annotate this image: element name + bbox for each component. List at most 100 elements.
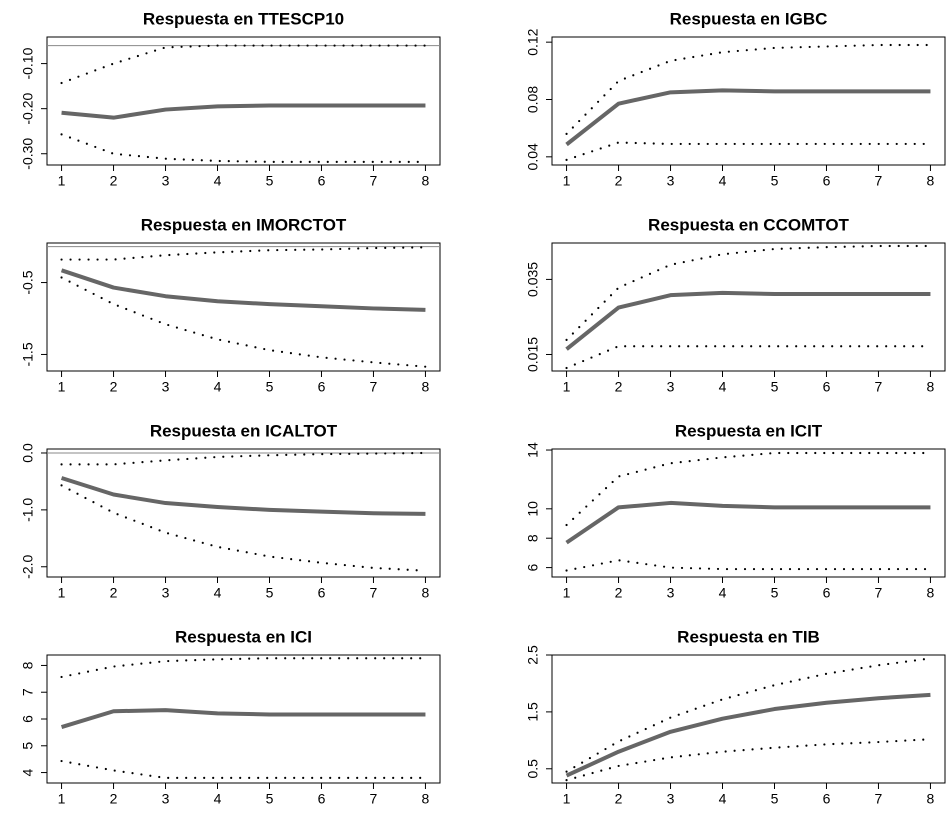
- x-tick-label: 8: [927, 585, 935, 601]
- y-tick-label: 5: [20, 742, 36, 750]
- response-line: [565, 290, 931, 351]
- plot-box: [46, 448, 441, 578]
- x-tick-label: 4: [719, 379, 727, 395]
- y-tick-label: 8: [525, 534, 541, 542]
- x-tick-label: 6: [318, 585, 326, 601]
- x-tick-label: 4: [214, 791, 222, 807]
- x-tick-label: 1: [58, 791, 66, 807]
- y-tick-label: 14: [525, 442, 541, 458]
- x-tick-label: 7: [875, 585, 883, 601]
- panel-title: Respuesta en ICALTOT: [150, 421, 338, 440]
- x-tick-label: 6: [318, 379, 326, 395]
- x-tick-label: 5: [771, 173, 779, 189]
- y-tick-label: 4: [20, 768, 36, 776]
- y-tick-label: 0.04: [525, 143, 541, 170]
- band-line: [565, 657, 932, 773]
- band-line: [565, 141, 932, 161]
- y-tick-label: 1.5: [525, 702, 541, 722]
- x-tick-label: 2: [615, 379, 623, 395]
- band-line: [60, 657, 427, 679]
- y-tick-label: 0.5: [525, 759, 541, 779]
- x-tick-label: 3: [162, 791, 170, 807]
- band-line: [565, 451, 932, 527]
- x-tick-label: 2: [110, 791, 118, 807]
- response-line: [60, 476, 426, 516]
- x-tick-label: 3: [667, 791, 675, 807]
- y-tick-label: 8: [20, 661, 36, 669]
- x-tick-label: 1: [58, 173, 66, 189]
- y-tick-label: -0.20: [20, 92, 36, 124]
- response-line: [565, 692, 931, 778]
- panel-title: Respuesta en TIB: [677, 627, 820, 646]
- x-tick-label: 7: [875, 173, 883, 189]
- x-tick-label: 4: [719, 173, 727, 189]
- band-line: [60, 451, 427, 466]
- x-tick-label: 6: [823, 791, 831, 807]
- band-line: [565, 345, 932, 370]
- band-line: [565, 559, 932, 572]
- panel-title: Respuesta en TTESCP10: [143, 9, 344, 28]
- band-line: [60, 44, 427, 85]
- x-tick-label: 4: [719, 791, 727, 807]
- x-tick-label: 6: [318, 173, 326, 189]
- x-tick-label: 1: [58, 585, 66, 601]
- x-tick-label: 4: [214, 173, 222, 189]
- x-tick-label: 6: [823, 173, 831, 189]
- x-tick-label: 7: [370, 379, 378, 395]
- y-tick-label: 0.035: [525, 262, 541, 297]
- x-tick-label: 8: [927, 379, 935, 395]
- x-tick-label: 5: [771, 791, 779, 807]
- y-tick-label: 6: [20, 715, 36, 723]
- band-line: [60, 759, 427, 780]
- y-tick-label: 0.0: [20, 443, 36, 463]
- y-tick-label: 7: [20, 688, 36, 696]
- x-tick-label: 2: [110, 173, 118, 189]
- x-tick-label: 3: [667, 379, 675, 395]
- response-line: [565, 88, 931, 147]
- y-tick-label: 10: [525, 501, 541, 517]
- x-tick-label: 7: [875, 379, 883, 395]
- x-tick-label: 6: [318, 791, 326, 807]
- x-tick-label: 8: [422, 173, 430, 189]
- x-tick-label: 4: [214, 379, 222, 395]
- x-tick-label: 1: [563, 173, 571, 189]
- y-tick-label: -1.0: [20, 498, 36, 522]
- x-tick-label: 7: [875, 791, 883, 807]
- x-tick-label: 2: [615, 585, 623, 601]
- x-tick-label: 2: [615, 791, 623, 807]
- plot-box: [46, 654, 441, 784]
- y-tick-label: 2.5: [525, 645, 541, 665]
- band-line: [565, 738, 932, 782]
- response-line: [61, 103, 426, 120]
- plot-box: [46, 242, 441, 372]
- x-tick-label: 8: [422, 791, 430, 807]
- x-tick-label: 8: [927, 173, 935, 189]
- x-tick-label: 2: [615, 173, 623, 189]
- y-tick-label: -2.0: [20, 554, 36, 578]
- x-tick-label: 2: [110, 379, 118, 395]
- x-tick-label: 3: [162, 173, 170, 189]
- x-tick-label: 7: [370, 173, 378, 189]
- plot-box: [551, 654, 946, 784]
- plot-box: [46, 36, 441, 166]
- x-tick-label: 7: [370, 791, 378, 807]
- y-tick-label: -0.5: [20, 270, 36, 294]
- panel-title: Respuesta en CCOMTOT: [648, 215, 850, 234]
- x-tick-label: 3: [162, 585, 170, 601]
- x-tick-label: 1: [563, 791, 571, 807]
- x-tick-label: 8: [422, 379, 430, 395]
- x-tick-label: 3: [162, 379, 170, 395]
- x-tick-label: 8: [927, 791, 935, 807]
- band-line: [60, 246, 427, 261]
- band-line: [60, 484, 427, 572]
- panel-title: Respuesta en ICI: [175, 627, 312, 646]
- band-line: [60, 276, 427, 368]
- response-line: [60, 268, 426, 312]
- x-tick-label: 4: [214, 585, 222, 601]
- plot-box: [551, 36, 946, 166]
- band-line: [60, 133, 427, 163]
- x-tick-label: 4: [719, 585, 727, 601]
- x-tick-label: 3: [667, 173, 675, 189]
- y-tick-label: 6: [525, 563, 541, 571]
